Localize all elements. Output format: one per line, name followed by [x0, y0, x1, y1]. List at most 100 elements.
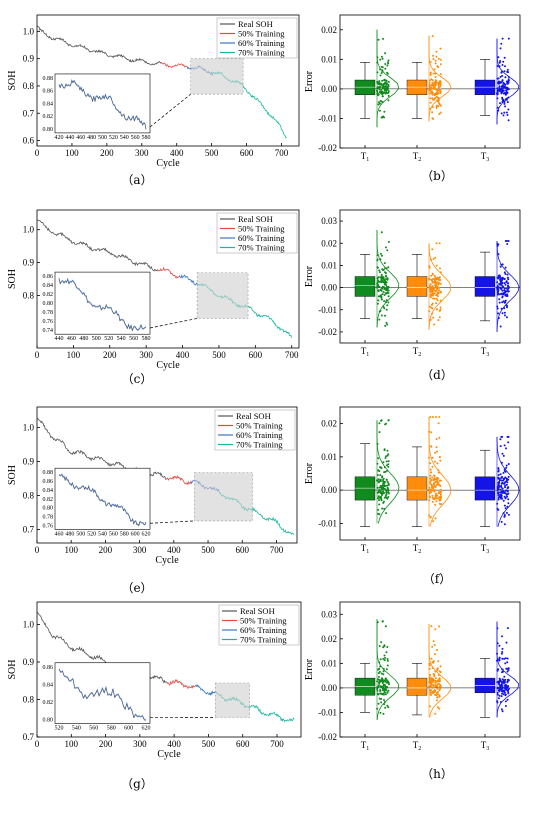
plot-frame	[339, 209, 521, 344]
inset-x-tick-label: 440	[55, 336, 64, 342]
error-point	[501, 312, 504, 315]
error-point	[378, 422, 381, 425]
inset-x-tick-label: 620	[142, 726, 151, 732]
error-point	[377, 693, 380, 696]
x-tick-label: 400	[176, 350, 190, 360]
error-point	[507, 486, 510, 489]
error-point	[379, 58, 382, 61]
error-point	[437, 57, 440, 60]
error-point	[506, 681, 509, 684]
error-point	[435, 264, 438, 267]
error-point	[379, 658, 382, 661]
error-point	[439, 306, 442, 309]
error-point	[504, 93, 507, 96]
box	[406, 276, 428, 297]
error-point	[503, 314, 506, 317]
error-point	[432, 661, 435, 664]
error-point	[434, 59, 437, 62]
error-point	[502, 693, 505, 696]
panel-caption: （h）	[421, 767, 453, 781]
error-point	[501, 292, 504, 295]
inset-x-tick-label: 580	[107, 726, 116, 732]
inset-y-tick-label: 0.80	[43, 506, 54, 512]
error-point	[428, 290, 431, 293]
error-point	[383, 78, 386, 81]
error-point	[378, 269, 381, 272]
inset-x-tick-label: 520	[87, 531, 96, 537]
error-point	[383, 481, 386, 484]
error-point	[436, 277, 439, 280]
error-point	[504, 497, 507, 500]
error-point	[499, 60, 502, 63]
error-point	[383, 262, 386, 265]
error-point	[503, 444, 506, 447]
error-point	[439, 497, 442, 500]
y-axis-label: Error	[304, 658, 315, 680]
error-point	[436, 88, 439, 91]
error-point	[501, 692, 503, 695]
error-point	[378, 496, 381, 499]
error-point	[506, 667, 508, 670]
error-point	[501, 286, 504, 289]
error-point	[430, 431, 433, 434]
error-point	[499, 488, 502, 491]
error-point	[506, 276, 509, 279]
error-point	[439, 111, 442, 114]
legend-label: Real SOH	[236, 411, 271, 421]
error-point	[498, 61, 501, 64]
error-point	[434, 488, 437, 491]
error-point	[498, 283, 501, 286]
error-point	[498, 688, 501, 690]
error-point	[435, 297, 438, 300]
error-point	[507, 278, 510, 281]
error-point	[506, 243, 509, 245]
error-point	[434, 477, 437, 480]
error-point	[385, 668, 388, 671]
error-point	[504, 662, 507, 665]
error-point	[381, 507, 384, 510]
error-point	[387, 85, 390, 88]
error-point	[431, 681, 434, 684]
y-tick-label: -0.01	[318, 707, 337, 717]
error-point	[505, 316, 508, 319]
error-point	[503, 282, 506, 285]
error-point	[500, 695, 503, 698]
error-point	[497, 276, 500, 279]
error-point	[501, 491, 504, 494]
error-point	[497, 476, 500, 479]
error-point	[378, 681, 380, 684]
error-point	[438, 286, 441, 289]
error-point	[502, 454, 505, 457]
legend-label: 60% Training	[240, 625, 287, 635]
error-point	[384, 677, 387, 680]
error-point	[430, 686, 433, 689]
error-point	[506, 679, 509, 681]
inset-x-tick-label: 580	[120, 531, 129, 537]
x-tick-label: 400	[170, 148, 184, 158]
category-label: T1	[361, 740, 370, 752]
error-point	[385, 299, 388, 302]
error-point	[439, 267, 441, 270]
error-point	[507, 441, 510, 444]
error-point	[502, 479, 505, 482]
error-point	[501, 635, 503, 638]
x-tick-label: 300	[133, 545, 147, 555]
error-point	[507, 87, 510, 90]
error-point	[381, 254, 383, 257]
error-point	[502, 82, 505, 85]
inset-y-tick-label: 0.78	[43, 310, 54, 316]
error-point	[438, 625, 441, 628]
error-point	[379, 99, 382, 102]
error-point	[498, 274, 501, 277]
error-point	[439, 85, 442, 88]
error-point	[503, 687, 506, 690]
error-point	[440, 490, 442, 493]
error-point	[500, 520, 503, 523]
error-point	[504, 657, 507, 660]
error-point	[498, 293, 501, 296]
error-point	[386, 659, 389, 662]
error-point	[434, 693, 436, 696]
error-point	[377, 508, 380, 511]
error-point	[506, 114, 509, 116]
error-point	[432, 479, 435, 482]
